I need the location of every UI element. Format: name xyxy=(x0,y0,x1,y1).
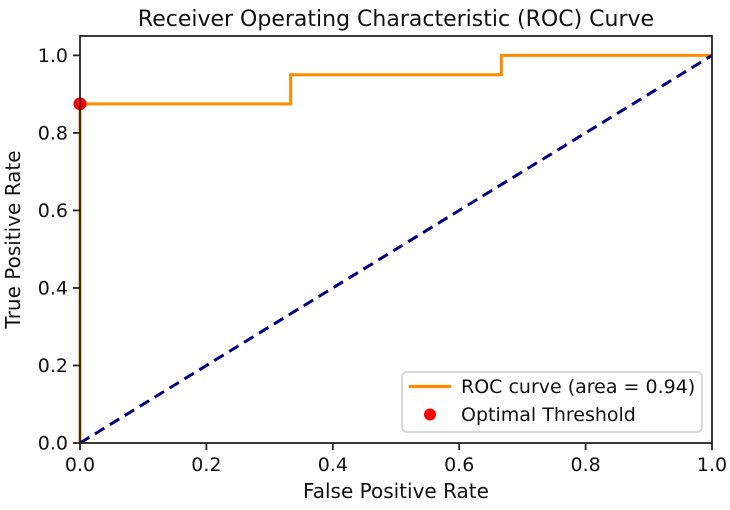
y-axis-label: True Positive Rate xyxy=(1,150,25,329)
legend-box xyxy=(401,371,703,433)
plot-border xyxy=(79,35,713,444)
y-tick-label: 1.0 xyxy=(38,45,68,67)
chance-diagonal-line xyxy=(79,54,713,445)
y-tick-label: 0.0 xyxy=(38,433,68,455)
plot-area: 0.0 0.2 0.4 0.6 0.8 1.0 0.0 0.2 0.4 0.6 0.8 1.0 xyxy=(38,35,727,476)
y-tick-label: 0.4 xyxy=(38,277,68,299)
y-tick-label: 0.8 xyxy=(38,122,68,144)
x-axis-label: False Positive Rate xyxy=(303,479,489,503)
chart-title: Receiver Operating Characteristic (ROC) … xyxy=(138,7,654,32)
x-tick-label: 0.6 xyxy=(444,454,474,476)
x-tick-label: 0.0 xyxy=(65,454,95,476)
y-tick-label: 0.2 xyxy=(38,355,68,377)
legend-roc-label: ROC curve (area = 0.94) xyxy=(461,376,695,398)
x-tick-label: 0.2 xyxy=(191,454,221,476)
legend-optimal-label: Optimal Threshold xyxy=(461,404,636,426)
x-tick-label: 1.0 xyxy=(697,454,727,476)
legend: ROC curve (area = 0.94) Optimal Threshol… xyxy=(401,371,703,433)
x-tick-label: 0.8 xyxy=(570,454,600,476)
legend-optimal-dot-sample-icon xyxy=(424,408,436,421)
y-tick-label: 0.6 xyxy=(38,200,68,222)
x-tick-label: 0.4 xyxy=(318,454,348,476)
